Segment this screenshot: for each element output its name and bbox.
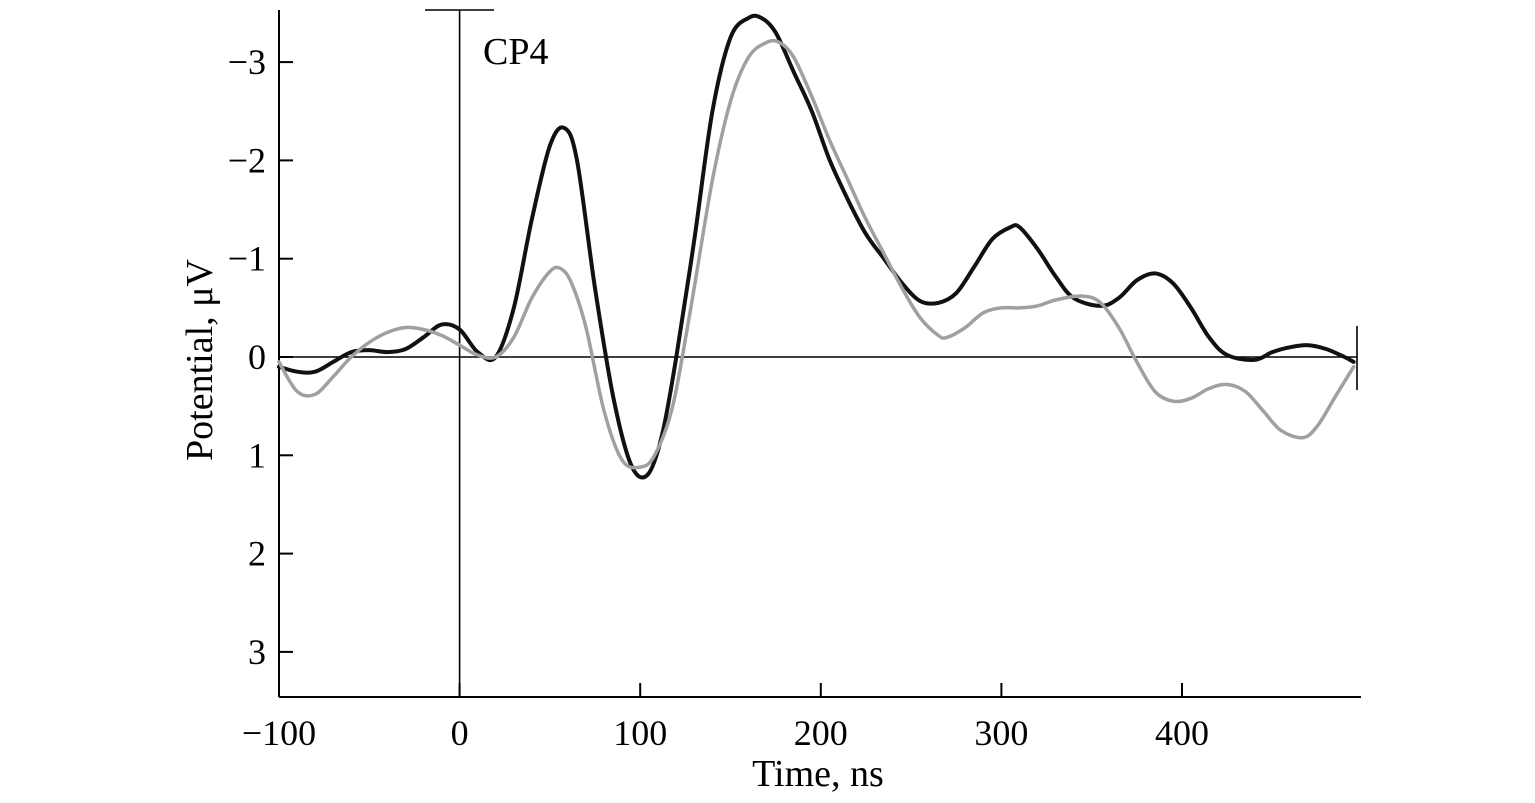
series-line-gray: [277, 38, 1356, 470]
y-tick-label: 0: [248, 337, 266, 377]
y-tick-label: 3: [248, 632, 266, 672]
channel-annotation: CP4: [483, 31, 548, 73]
x-axis-title: Time, ns: [752, 753, 884, 795]
series-group: [277, 13, 1356, 480]
y-tick-label: 1: [248, 435, 266, 475]
y-tick-label: −2: [228, 140, 266, 180]
labels-group: CP4 Time, ns Potential, μV: [179, 31, 884, 795]
y-tick-label: −3: [228, 42, 266, 82]
x-tick-label: 300: [974, 713, 1028, 753]
series-line-black: [277, 13, 1356, 480]
y-axis-title: Potential, μV: [179, 258, 221, 460]
axes: −3 −2 −1 0 1 2 3 −100 0 100 200 300 400: [228, 9, 1361, 753]
x-tick-label: 400: [1155, 713, 1209, 753]
x-tick-label: −100: [242, 713, 316, 753]
x-tick-label: 200: [794, 713, 848, 753]
y-tick-label: −1: [228, 239, 266, 279]
y-tick-label: 2: [248, 534, 266, 574]
x-tick-label: 100: [613, 713, 667, 753]
x-tick-label: 0: [451, 713, 469, 753]
